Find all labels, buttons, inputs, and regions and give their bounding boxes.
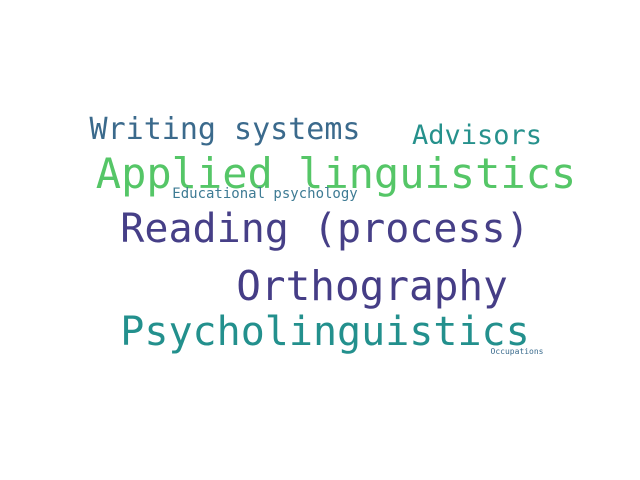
- word-reading-process: Reading (process): [120, 206, 530, 252]
- word-writing-systems: Writing systems: [89, 112, 361, 147]
- word-advisors: Advisors: [411, 120, 543, 151]
- word-occupations: Occupations: [490, 347, 544, 356]
- word-orthography: Orthography: [236, 262, 508, 310]
- word-applied-linguistics: Applied linguistics: [95, 149, 577, 198]
- word-psycholinguistics: Psycholinguistics: [120, 309, 530, 355]
- word-educational-psychology: Educational psychology: [172, 186, 358, 202]
